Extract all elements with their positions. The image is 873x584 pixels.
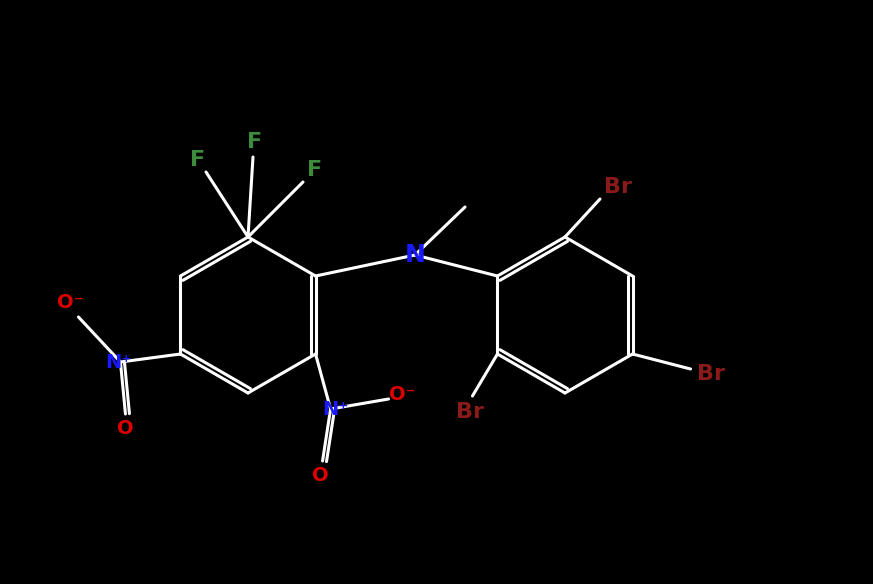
Text: F: F (247, 132, 263, 152)
Text: Br: Br (457, 402, 485, 422)
Text: O⁻: O⁻ (57, 294, 84, 312)
Text: O⁻: O⁻ (389, 384, 416, 404)
Text: O: O (117, 419, 134, 437)
Text: F: F (307, 160, 322, 180)
Text: N⁺: N⁺ (322, 399, 348, 419)
Text: N: N (404, 243, 425, 267)
Text: F: F (190, 150, 205, 170)
Text: Br: Br (604, 177, 632, 197)
Text: N⁺: N⁺ (106, 353, 132, 371)
Text: O: O (313, 465, 329, 485)
Text: Br: Br (697, 364, 725, 384)
